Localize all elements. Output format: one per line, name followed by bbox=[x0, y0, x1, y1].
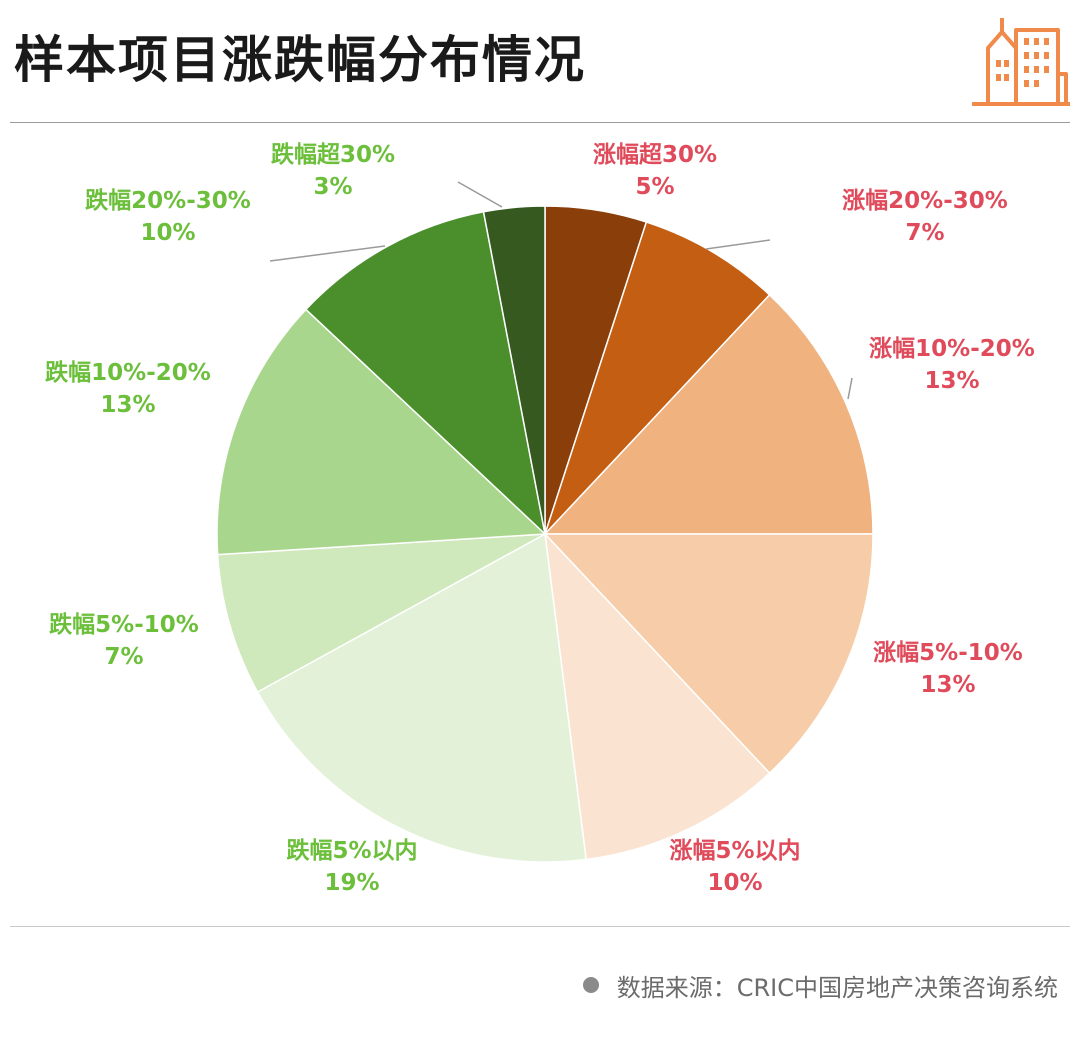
pie-slice-6 bbox=[256, 532, 587, 863]
slice-value-2: 7% bbox=[905, 220, 944, 246]
building-logo-icon bbox=[972, 18, 1070, 106]
pie-slice-4 bbox=[543, 533, 874, 775]
slice-value-3: 13% bbox=[924, 368, 979, 394]
slice-label-4: 涨幅5%-10% bbox=[873, 640, 1023, 666]
pie-slice-2 bbox=[544, 221, 771, 535]
slice-value-9: 10% bbox=[140, 220, 195, 246]
pie-slice-9 bbox=[304, 210, 547, 537]
slice-value-6: 19% bbox=[324, 870, 379, 896]
slice-label-2: 涨幅20%-30% bbox=[842, 188, 1008, 214]
leader-line-10 bbox=[457, 181, 503, 208]
slice-label-8: 跌幅10%-20% bbox=[45, 360, 211, 386]
slice-label-9: 跌幅20%-30% bbox=[85, 188, 251, 214]
slice-value-1: 5% bbox=[635, 174, 674, 200]
source-text: 数据来源：CRIC中国房地产决策咨询系统 bbox=[616, 973, 1058, 1002]
slice-value-7: 7% bbox=[104, 644, 143, 670]
pie-slice-8 bbox=[216, 308, 547, 556]
title-divider bbox=[10, 122, 1070, 123]
slice-value-4: 13% bbox=[920, 672, 975, 698]
pie-slice-3 bbox=[543, 293, 874, 535]
slice-label-6: 跌幅5%以内 bbox=[286, 838, 417, 864]
leader-line-2 bbox=[705, 239, 771, 250]
footer-divider bbox=[10, 926, 1070, 927]
pie-chart: 涨幅超30% 5% 涨幅20%-30% 7% 涨幅10%-20% 13% 涨幅5%-10% 1… bbox=[45, 142, 1035, 896]
pie-slice-7 bbox=[216, 533, 546, 694]
slice-label-7: 跌幅5%-10% bbox=[49, 612, 199, 638]
slice-label-5: 涨幅5%以内 bbox=[669, 838, 800, 864]
page-title: 样本项目涨跌幅分布情况 bbox=[14, 31, 586, 89]
slice-label-1: 涨幅超30% bbox=[593, 142, 717, 168]
slice-label-10: 跌幅超30% bbox=[271, 142, 395, 168]
leader-line-9 bbox=[269, 245, 386, 262]
slice-value-5: 10% bbox=[707, 870, 762, 896]
pie-slice-10 bbox=[482, 205, 546, 535]
slice-value-8: 13% bbox=[100, 392, 155, 418]
source-note: 数据来源：CRIC中国房地产决策咨询系统 bbox=[582, 965, 1058, 1005]
bullet-dot-icon bbox=[582, 977, 599, 993]
leader-line-3 bbox=[847, 377, 853, 400]
slice-value-10: 3% bbox=[313, 174, 352, 200]
pie-slice-5 bbox=[543, 531, 771, 861]
slice-label-3: 涨幅10%-20% bbox=[869, 336, 1035, 362]
